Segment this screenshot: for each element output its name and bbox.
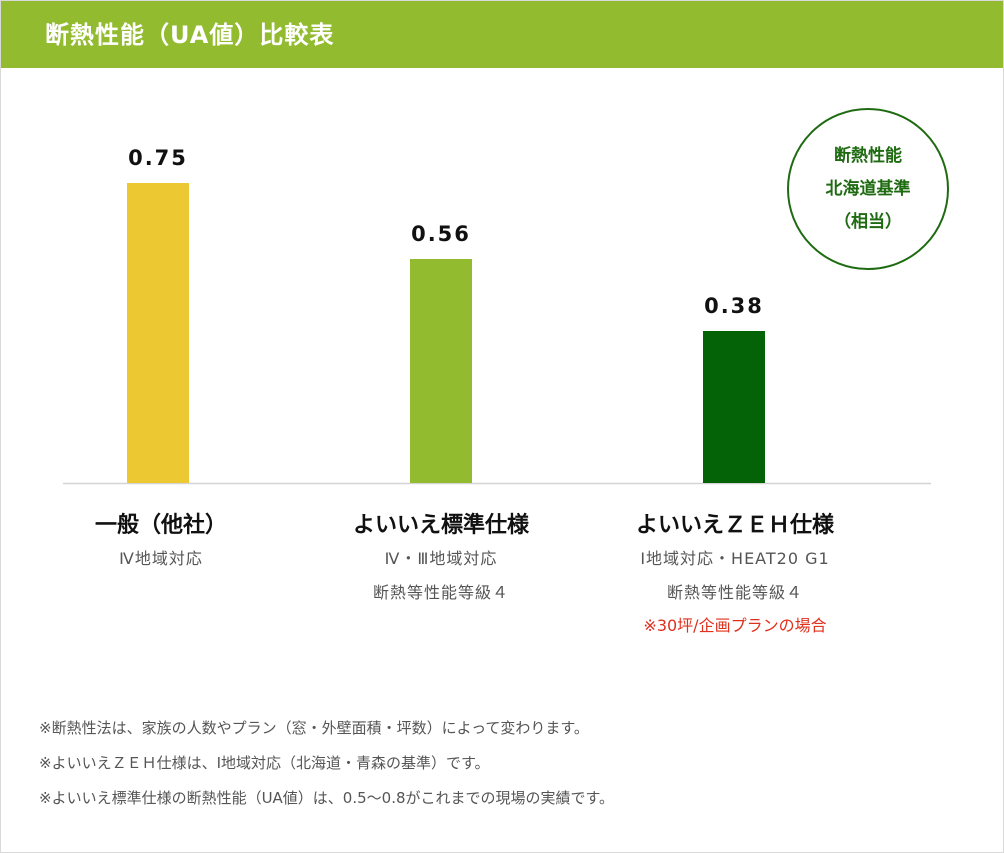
bar-3 bbox=[703, 331, 765, 483]
category-detail: 断熱等性能等級４ bbox=[372, 583, 509, 602]
badge-line-3: （相当） bbox=[834, 211, 902, 232]
badge-line-2: 北海道基準 bbox=[825, 178, 911, 199]
category-name: よいいえ標準仕様 bbox=[352, 513, 529, 538]
bar-value-label-2: 0.56 bbox=[411, 222, 471, 246]
footnote: ※よいいえ標準仕様の断熱性能（UA値）は、0.5〜0.8がこれまでの現場の実績で… bbox=[39, 789, 615, 807]
footnote: ※よいいえＺＥＨ仕様は、Ⅰ地域対応（北海道・青森の基準）です。 bbox=[39, 754, 490, 772]
bar-value-label-1: 0.75 bbox=[128, 146, 188, 170]
category-zeh: よいいえＺＥＨ仕様 Ⅰ地域対応・HEAT20 G1 断熱等性能等級４ ※30坪/… bbox=[575, 510, 895, 642]
ua-bar-chart: 0.75 0.56 0.38 bbox=[63, 146, 931, 485]
category-standard: よいいえ標準仕様 Ⅳ・Ⅲ地域対応 断熱等性能等級４ bbox=[281, 510, 601, 610]
category-general: 一般（他社） Ⅳ地域対応 bbox=[1, 510, 321, 576]
footnote: ※断熱性法は、家族の人数やプラン（窓・外壁面積・坪数）によって変わります。 bbox=[39, 719, 589, 737]
badge-line-1: 断熱性能 bbox=[834, 145, 902, 166]
bar-value-label-3: 0.38 bbox=[704, 294, 764, 318]
page-title: 断熱性能（UA値）比較表 bbox=[45, 21, 335, 49]
category-detail: Ⅳ地域対応 bbox=[119, 549, 203, 568]
footnotes: ※断熱性法は、家族の人数やプラン（窓・外壁面積・坪数）によって変わります。 ※よ… bbox=[39, 711, 614, 816]
category-detail: 断熱等性能等級４ bbox=[666, 583, 803, 602]
category-note: ※30坪/企画プランの場合 bbox=[643, 616, 827, 635]
header-bar: 断熱性能（UA値）比較表 bbox=[1, 1, 1003, 68]
hokkaido-standard-badge: 断熱性能 北海道基準 （相当） bbox=[787, 108, 949, 270]
category-detail: Ⅳ・Ⅲ地域対応 bbox=[384, 549, 498, 568]
bar-2 bbox=[410, 259, 472, 483]
category-name: よいいえＺＥＨ仕様 bbox=[635, 513, 834, 538]
bar-1 bbox=[127, 183, 189, 483]
category-detail: Ⅰ地域対応・HEAT20 G1 bbox=[640, 549, 830, 568]
category-name: 一般（他社） bbox=[94, 513, 227, 538]
